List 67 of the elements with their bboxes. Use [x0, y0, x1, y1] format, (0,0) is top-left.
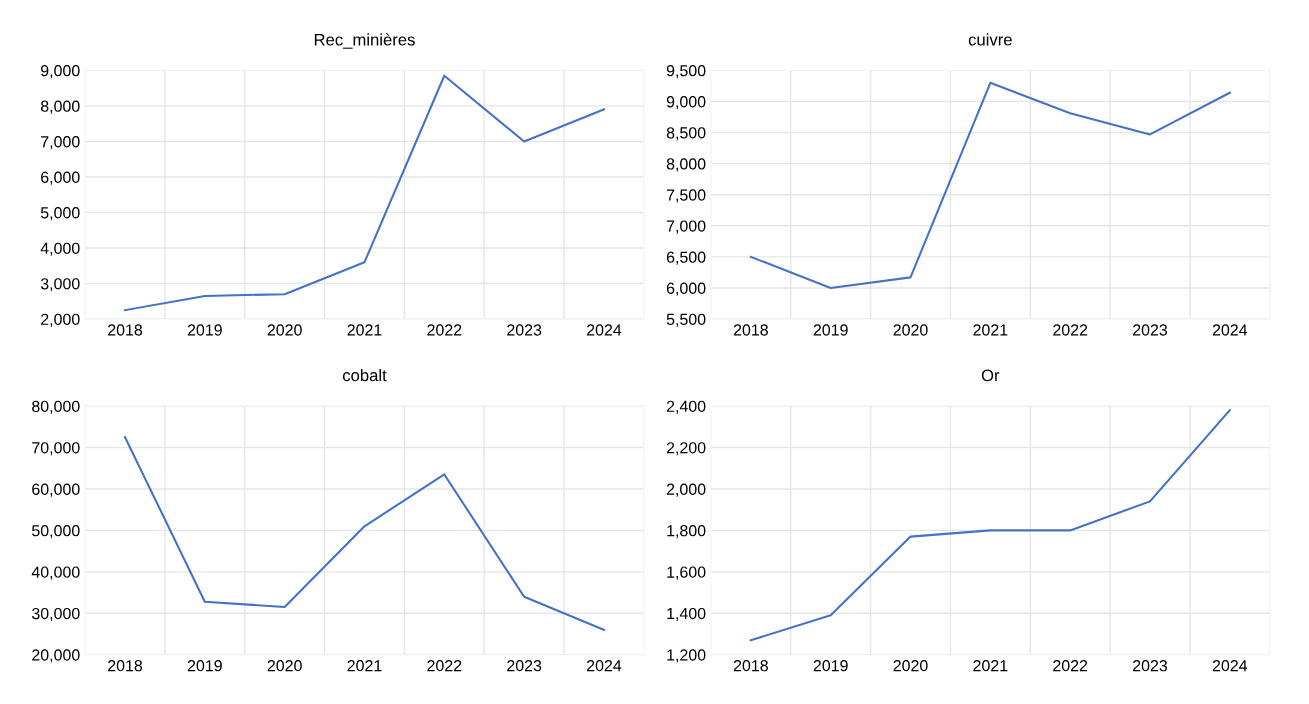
y-tick-label: 2,000	[666, 483, 706, 497]
chart-title: Or	[981, 369, 1000, 382]
x-tick-label: 2022	[427, 324, 462, 336]
y-tick-label: 1,400	[667, 607, 706, 622]
y-tick-label: 70,000	[32, 442, 80, 456]
x-tick-label: 2024	[587, 660, 622, 672]
x-tick-label: 2020	[267, 324, 302, 336]
line-series	[749, 409, 1231, 642]
y-tick-label: 1,800	[667, 525, 706, 539]
y-tick-label: 2,200	[666, 442, 706, 456]
line-series	[123, 436, 606, 631]
y-tick-label: 40,000	[31, 566, 80, 580]
x-tick-label: 2020	[893, 324, 928, 336]
y-tick-label: 50,000	[32, 525, 80, 539]
chart-title: Rec_minières	[314, 33, 415, 49]
y-tick-label: 1,200	[667, 649, 706, 663]
x-tick-label: 2023	[1133, 324, 1168, 336]
y-tick-label: 60,000	[32, 483, 80, 497]
x-tick-label: 2023	[507, 324, 542, 336]
line-series	[749, 81, 1231, 290]
x-tick-label: 2019	[813, 324, 848, 336]
y-tick-label: 9,000	[41, 65, 80, 79]
y-tick-label: 6,000	[41, 171, 80, 185]
y-tick-label: 6,000	[666, 282, 706, 296]
line-series	[123, 74, 606, 312]
chart-title: cobalt	[342, 369, 387, 382]
y-tick-label: 7,500	[666, 189, 706, 203]
x-tick-label: 2023	[1133, 660, 1168, 672]
x-tick-label: 2024	[1212, 324, 1248, 336]
y-tick-label: 8,500	[666, 127, 706, 141]
x-tick-label: 2021	[973, 660, 1008, 672]
y-tick-label: 5,000	[40, 207, 80, 221]
x-tick-label: 2019	[813, 660, 848, 672]
y-tick-label: 4,000	[40, 242, 80, 256]
y-tick-label: 3,000	[40, 278, 80, 292]
y-tick-label: 8,000	[666, 158, 706, 172]
y-tick-label: 7,000	[666, 220, 706, 234]
x-tick-label: 2019	[187, 660, 222, 672]
y-tick-label: 7,000	[41, 136, 80, 150]
chart-title: cuivre	[968, 33, 1012, 46]
x-tick-label: 2018	[108, 660, 143, 672]
y-tick-label: 9,500	[666, 65, 706, 79]
x-tick-label: 2021	[973, 324, 1008, 336]
x-tick-label: 2021	[347, 660, 382, 672]
y-tick-label: 30,000	[31, 607, 80, 622]
x-tick-label: 2020	[893, 660, 928, 672]
x-tick-label: 2018	[108, 324, 143, 336]
y-tick-label: 20,000	[32, 649, 80, 663]
y-tick-label: 5,500	[666, 313, 706, 327]
x-tick-label: 2020	[267, 660, 302, 672]
y-tick-label: 6,500	[666, 251, 706, 265]
x-tick-label: 2022	[427, 660, 462, 672]
y-tick-label: 1,600	[667, 566, 706, 580]
x-tick-label: 2021	[347, 324, 382, 336]
x-tick-label: 2023	[507, 660, 542, 672]
x-tick-label: 2022	[1053, 660, 1088, 672]
x-tick-label: 2024	[587, 324, 622, 336]
y-tick-label: 8,000	[40, 100, 80, 114]
y-tick-label: 2,400	[666, 400, 706, 414]
y-tick-label: 80,000	[32, 400, 80, 414]
x-tick-label: 2018	[733, 660, 768, 672]
x-tick-label: 2024	[1212, 660, 1248, 672]
x-tick-label: 2018	[733, 324, 768, 336]
x-tick-label: 2019	[187, 324, 222, 336]
y-tick-label: 9,000	[666, 96, 706, 110]
y-tick-label: 2,000	[41, 313, 80, 327]
x-tick-label: 2022	[1053, 324, 1088, 336]
